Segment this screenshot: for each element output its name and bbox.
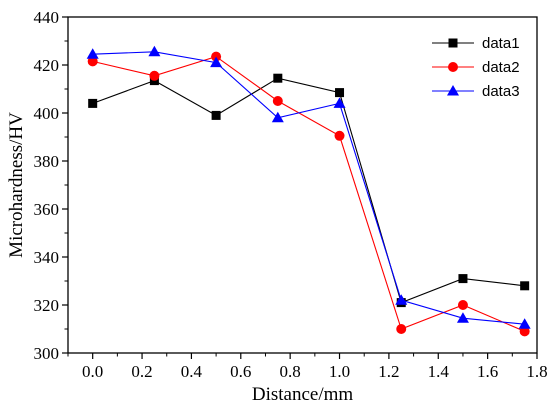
series-data3	[86, 45, 531, 329]
legend-marker	[448, 62, 458, 72]
data-point	[518, 318, 531, 329]
x-tick-label: 0.4	[181, 362, 203, 381]
x-tick-label: 1.8	[526, 362, 547, 381]
y-tick-label: 340	[34, 248, 60, 267]
data-point	[334, 130, 345, 141]
x-tick-label: 1.2	[378, 362, 399, 381]
data-point	[211, 110, 221, 120]
legend-item-data2: data2	[432, 59, 520, 76]
data-point	[520, 281, 530, 291]
series-line	[92, 77, 525, 304]
x-tick-label: 0.0	[82, 362, 103, 381]
data-point	[396, 324, 407, 334]
x-tick-label: 1.0	[329, 362, 350, 381]
y-axis-label: Microhardness/HV	[6, 112, 27, 258]
data-point	[333, 97, 346, 108]
legend-item-data1: data1	[432, 35, 520, 52]
y-tick-label: 360	[34, 200, 60, 219]
data-point	[458, 274, 468, 284]
legend-marker	[447, 85, 459, 96]
data-point	[457, 300, 468, 310]
y-tick-label: 380	[34, 152, 60, 171]
data-point	[273, 73, 283, 83]
data-point	[456, 312, 469, 323]
series-data1	[88, 73, 530, 308]
legend-label: data3	[482, 83, 520, 100]
x-tick-label: 1.4	[428, 362, 450, 381]
data-point	[519, 326, 530, 337]
y-tick-label: 400	[34, 104, 60, 123]
y-tick-label: 320	[34, 296, 60, 315]
y-tick-label: 300	[34, 344, 60, 363]
x-tick-label: 1.6	[477, 362, 498, 381]
x-tick-label: 0.2	[131, 362, 152, 381]
legend-item-data3: data3	[432, 83, 520, 100]
data-point	[149, 70, 160, 81]
data-point	[148, 45, 161, 57]
y-tick-label: 420	[34, 56, 60, 75]
axes: 0.0 0.2 0.4 0.6 0.8 1.0 1.2 1.4 1.6 1.8 300 320 340 3…	[34, 8, 548, 381]
legend-marker	[448, 38, 458, 48]
series-layer	[86, 45, 531, 337]
legend-label: data1	[482, 35, 520, 52]
y-tick-label: 440	[34, 8, 60, 27]
data-point	[210, 56, 223, 68]
x-axis-label: Distance/mm	[252, 384, 354, 405]
data-point	[87, 56, 98, 67]
legend-label: data2	[482, 59, 520, 76]
x-tick-label: 0.6	[230, 362, 251, 381]
data-point	[395, 294, 408, 305]
series-line	[92, 51, 525, 325]
data-point	[335, 88, 345, 98]
x-tick-label: 0.8	[280, 362, 301, 381]
legend: data1 data2 data3	[432, 35, 520, 100]
data-point	[272, 96, 283, 106]
data-point	[88, 98, 98, 108]
data-point	[271, 111, 284, 123]
series-line	[92, 55, 525, 332]
series-data2	[87, 51, 530, 337]
data-point	[86, 48, 99, 59]
